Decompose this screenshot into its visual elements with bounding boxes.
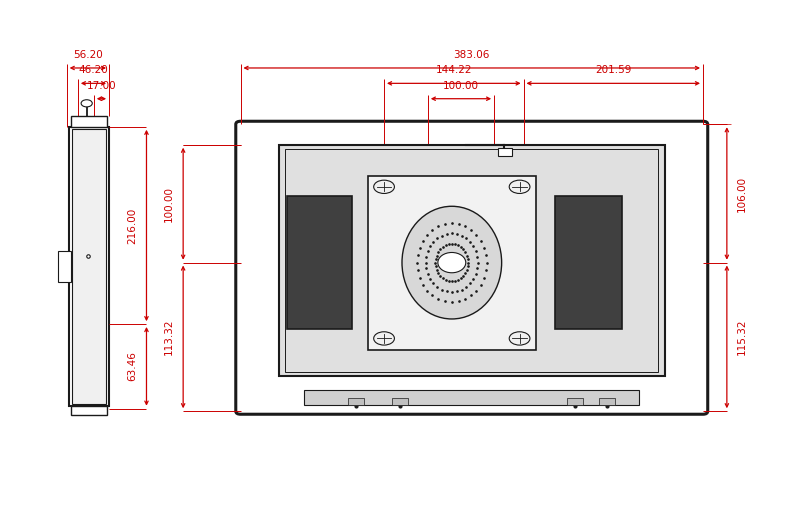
Text: 113.32: 113.32 [163,319,174,355]
Text: 383.06: 383.06 [454,50,490,60]
Text: 100.00: 100.00 [443,80,479,91]
Bar [70,115,107,127]
Text: 56.20: 56.20 [73,50,102,60]
Text: 46.20: 46.20 [78,65,108,75]
FancyBboxPatch shape [236,121,708,414]
Bar [567,399,583,404]
Text: 106.00: 106.00 [737,176,746,212]
Bar [285,149,658,372]
Text: 144.22: 144.22 [435,65,472,75]
Text: 17.00: 17.00 [86,80,116,91]
Ellipse shape [402,207,502,319]
Text: 115.32: 115.32 [737,319,746,355]
Bar [70,406,107,415]
Text: 201.59: 201.59 [595,65,631,75]
Circle shape [510,332,530,345]
Bar [72,129,106,404]
Circle shape [374,332,394,345]
Bar [368,176,535,350]
Bar [279,145,665,376]
Bar [69,127,109,406]
Text: 100.00: 100.00 [163,186,174,222]
Bar [392,399,408,404]
Text: 216.00: 216.00 [127,208,137,244]
Bar [348,399,364,404]
Circle shape [374,180,394,194]
Bar [304,390,639,405]
Bar [498,148,513,156]
Bar [58,251,70,282]
Bar [599,399,615,404]
Ellipse shape [438,252,466,273]
Text: 63.46: 63.46 [127,351,137,381]
Bar [555,196,622,329]
Circle shape [510,180,530,194]
Circle shape [81,100,92,107]
Bar [286,196,352,329]
